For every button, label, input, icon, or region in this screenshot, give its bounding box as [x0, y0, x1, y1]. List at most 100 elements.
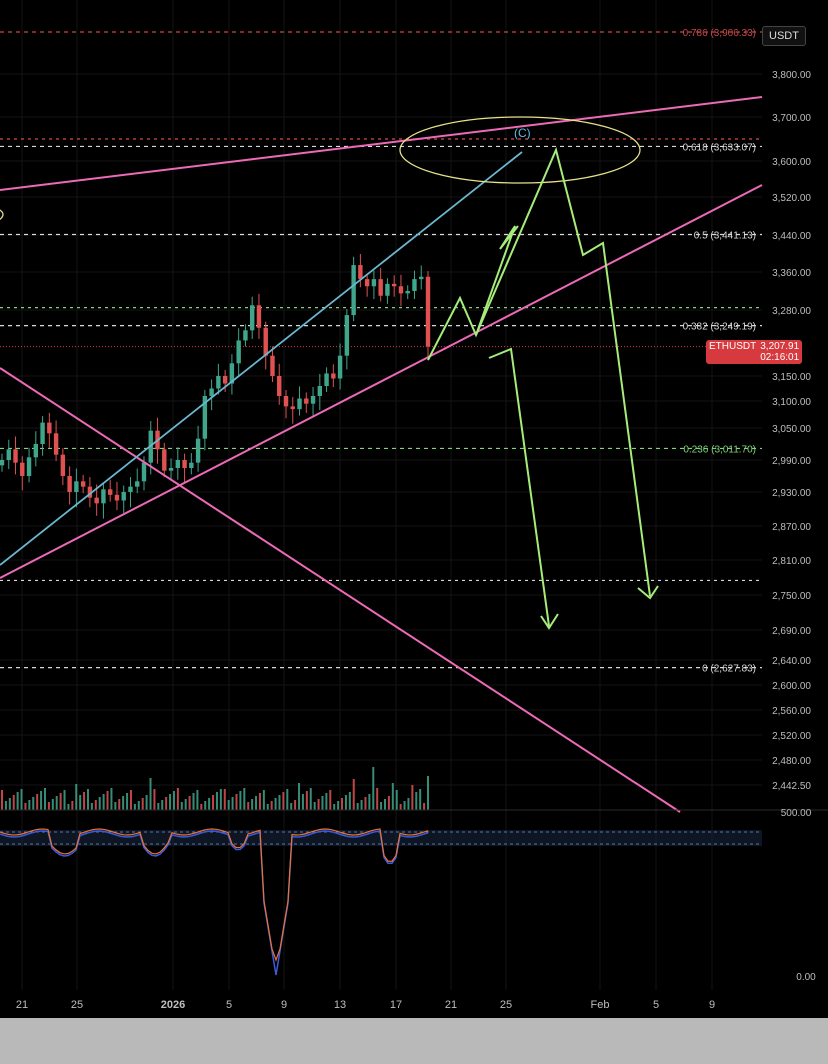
volume-bar — [258, 793, 261, 810]
volume-bar — [384, 799, 387, 810]
volume-bar — [36, 794, 39, 810]
candle-body — [216, 376, 221, 389]
volume-bar — [227, 800, 230, 810]
candle-body — [283, 396, 289, 407]
wave-c-label: (C) — [514, 126, 531, 140]
candle-body — [175, 460, 181, 468]
time-tick-label: 21 — [445, 999, 457, 1011]
time-tick-label: 9 — [709, 999, 715, 1011]
candle-body — [47, 422, 52, 434]
volume-bar — [161, 800, 164, 810]
candle-body — [60, 454, 66, 476]
fib-level-label: 0.382 (3,249.19) — [683, 322, 756, 333]
price-tick-label: 2,810.00 — [772, 556, 811, 567]
price-tick-label: 3,150.00 — [772, 372, 811, 383]
volume-bar — [403, 801, 406, 810]
fib-level-label: 0.236 (3,011.70) — [683, 444, 756, 455]
time-tick-label: 25 — [500, 999, 512, 1011]
volume-bar — [215, 792, 218, 810]
candle-body — [53, 433, 59, 455]
price-tick-label: 3,100.00 — [772, 397, 811, 408]
volume-bar — [94, 800, 97, 810]
volume-bar — [98, 797, 101, 810]
volume-bar — [24, 803, 27, 810]
volume-bar — [419, 789, 422, 810]
candle-body — [277, 376, 282, 396]
volume-bar — [32, 797, 35, 810]
candle-body — [385, 283, 390, 296]
volume-bar — [59, 793, 62, 810]
volume-bar — [407, 798, 410, 810]
descending-line — [0, 367, 681, 813]
fib-level-label: 0 (2,627.83) — [702, 664, 756, 675]
currency-button[interactable]: USDT — [762, 26, 806, 46]
volume-bar — [325, 793, 328, 810]
price-tick-label: 2,990.00 — [772, 456, 811, 467]
candle-body — [378, 279, 383, 296]
volume-bar — [1, 790, 3, 810]
volume-bar — [333, 804, 336, 810]
candle-body — [40, 422, 45, 444]
candlestick-series — [0, 253, 431, 519]
last-price-box: 3,207.91 02:16:01 — [760, 341, 799, 363]
candle-body — [0, 460, 5, 466]
volume-bar — [55, 796, 58, 810]
target-zone-arc — [0, 209, 4, 221]
volume-bar — [270, 801, 273, 810]
candle-body — [87, 486, 93, 498]
volume-bar — [43, 788, 46, 810]
scenario-path-1 — [427, 146, 651, 597]
time-tick-label: 9 — [281, 999, 287, 1011]
candle-body — [13, 449, 18, 463]
arrow-head-1 — [637, 585, 659, 600]
candle-body — [6, 449, 11, 460]
volume-bar — [188, 796, 191, 810]
candle-body — [344, 315, 350, 356]
candle-body — [310, 396, 316, 404]
last-price-value: 3,207.91 — [760, 341, 800, 352]
upper-channel-line — [0, 96, 763, 191]
volume-bar — [231, 797, 234, 810]
volume-bar — [133, 804, 136, 810]
volume-bar — [274, 798, 277, 810]
volume-bar — [219, 789, 222, 810]
volume-bar — [247, 802, 250, 810]
candle-body — [324, 373, 329, 386]
price-tick-label: 2,930.00 — [772, 488, 811, 499]
volume-bar — [317, 799, 320, 810]
volume-bar — [415, 792, 418, 810]
candle-body — [256, 305, 262, 328]
volume-bar — [110, 788, 113, 810]
volume-bar — [321, 796, 324, 810]
volume-bar — [235, 794, 238, 810]
volume-bar — [8, 798, 11, 810]
price-tick-label: 3,700.00 — [772, 113, 811, 124]
price-tick-label: 3,360.00 — [772, 268, 811, 279]
candle-body — [243, 330, 248, 341]
candle-body — [236, 340, 241, 364]
volume-bar — [16, 792, 19, 810]
candle-body — [121, 492, 126, 501]
volume-bar — [364, 797, 367, 810]
price-tick-label: 2,480.00 — [772, 756, 811, 767]
time-tick-label: 5 — [653, 999, 659, 1011]
fib-levels: 0.786 (3,906.33) 0.618 (3,633.07) 0.5 (3,4… — [0, 28, 762, 675]
volume-bar — [172, 791, 175, 810]
price-tick-label: 3,440.00 — [772, 231, 811, 242]
candle-body — [297, 398, 302, 410]
price-tick-label: 2,640.00 — [772, 656, 811, 667]
volume-bar — [184, 799, 187, 810]
volume-bar — [79, 795, 82, 810]
candle-body — [33, 444, 39, 458]
price-tick-label: 2,560.00 — [772, 706, 811, 717]
volume-bar — [391, 783, 394, 810]
candle-body — [371, 279, 377, 287]
candle-body — [94, 497, 99, 504]
volume-bar — [356, 803, 359, 810]
volume-bar — [169, 794, 172, 810]
volume-bar — [387, 796, 390, 810]
volume-bar — [28, 800, 31, 810]
candle-body — [425, 276, 431, 347]
volume-bar — [129, 790, 132, 810]
